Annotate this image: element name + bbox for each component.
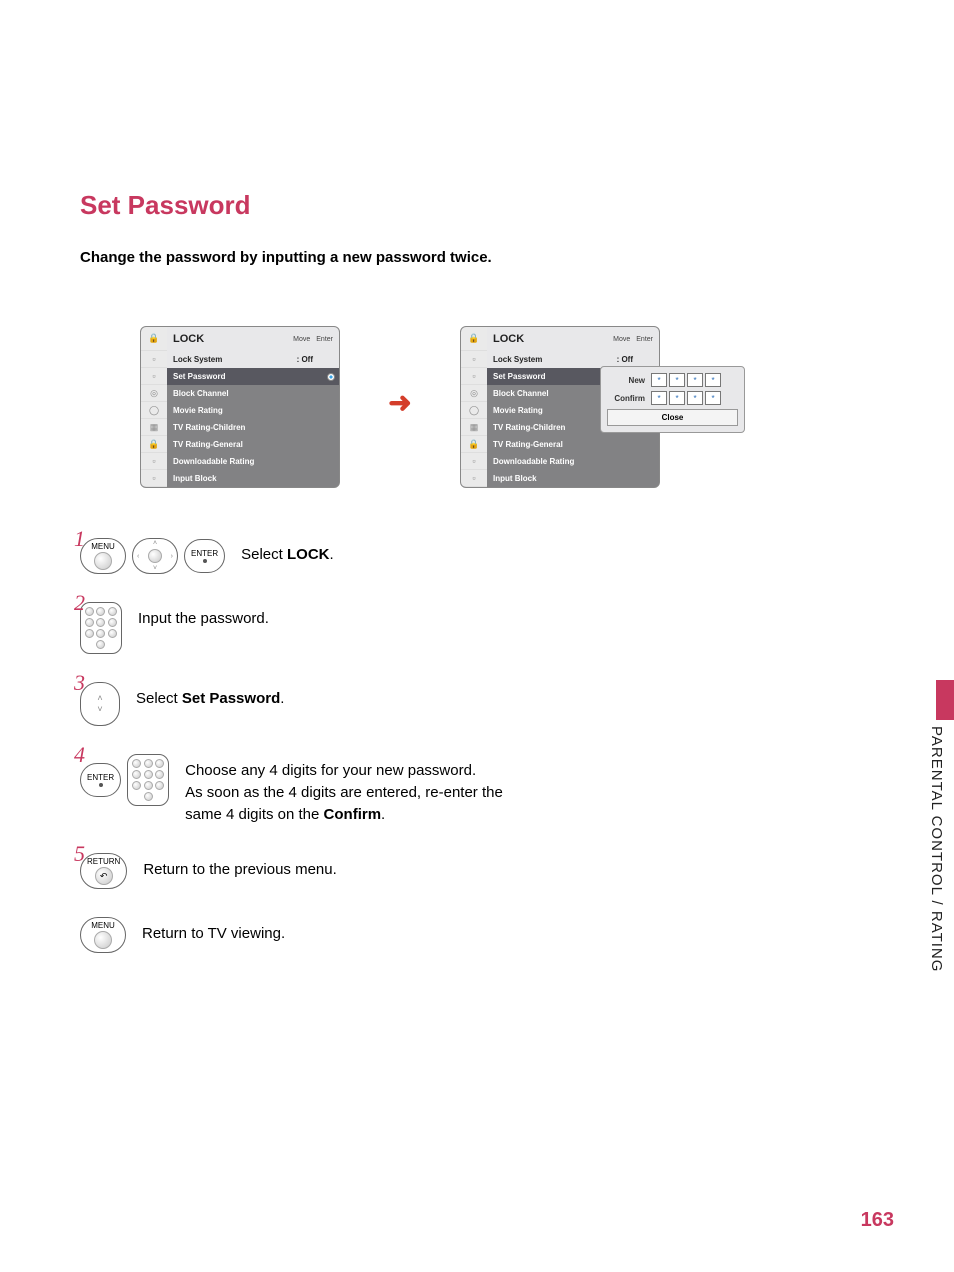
menu-item-block-channel[interactable]: Block Channel (167, 385, 339, 402)
sidebar-icon: ◎ (141, 385, 167, 402)
popup-close-button[interactable]: Close (607, 409, 738, 426)
step-text: Select Set Password. (136, 682, 284, 710)
transition-arrow-icon: ➜ (340, 326, 460, 419)
step-text: Input the password. (138, 602, 269, 630)
step-text: Return to TV viewing. (142, 917, 285, 945)
step-number: 4 (74, 742, 85, 768)
sidebar-icon: 🔒 (461, 436, 487, 453)
step-3: 3 ˄ ˅ Select Set Password. (80, 682, 880, 726)
panel-header: LOCK Move Enter (167, 327, 339, 351)
sidebar-icon: 🔒 (141, 436, 167, 453)
panel-header: LOCK Move Enter (487, 327, 659, 351)
pw-digit: * (669, 391, 685, 405)
step-number: 5 (74, 841, 85, 867)
section-tab: PARENTAL CONTROL / RATING (928, 680, 954, 1040)
pw-digit: * (687, 373, 703, 387)
step-4: 4 ENTER Choose any 4 digits for your new… (80, 754, 880, 825)
sidebar-icon: ▫ (141, 470, 167, 487)
section-label: PARENTAL CONTROL / RATING (928, 726, 945, 972)
pw-digit: * (705, 373, 721, 387)
step-text: Choose any 4 digits for your new passwor… (185, 754, 525, 825)
instruction-steps: 1 MENU ˄ ˅ ‹ › ENTER Sel (80, 538, 880, 953)
step-number: 2 (74, 590, 85, 616)
menu-button-icon: MENU (80, 917, 126, 953)
sidebar-icon: ▦ (141, 419, 167, 436)
pw-digit: * (651, 391, 667, 405)
updown-button-icon: ˄ ˅ (80, 682, 120, 726)
hint-enter: Enter (316, 336, 333, 343)
enter-button-icon: ENTER (80, 763, 121, 797)
number-keypad-icon (80, 602, 122, 654)
sidebar-icon: ◎ (461, 385, 487, 402)
sidebar-icon: ▫ (461, 470, 487, 487)
page-title: Set Password (80, 190, 880, 221)
step-2: 2 Input the password. (80, 602, 880, 654)
sidebar-icon: ▫ (141, 453, 167, 470)
new-password-input[interactable]: * * * * (651, 373, 721, 387)
hint-move: Move (293, 336, 310, 343)
step-number: 1 (74, 526, 85, 552)
menu-item-set-password[interactable]: Set Password (167, 368, 339, 385)
sidebar-icon: ◯ (141, 402, 167, 419)
menu-item-input-block[interactable]: Input Block (487, 470, 659, 487)
sidebar-icon: ▫ (141, 368, 167, 385)
sidebar-icon: ▫ (461, 351, 487, 368)
password-popup: New * * * * Confirm * * * * (600, 366, 745, 433)
screenshot-row: 🔒 ▫ ▫ ◎ ◯ ▦ 🔒 ▫ ▫ LOCK Move Enter (140, 326, 880, 488)
sidebar-icon: ▫ (141, 351, 167, 368)
hint-enter: Enter (636, 336, 653, 343)
number-keypad-icon (127, 754, 169, 806)
pw-digit: * (687, 391, 703, 405)
menu-item-tv-rating-general[interactable]: TV Rating-General (487, 436, 659, 453)
page-content: Set Password Change the password by inpu… (80, 190, 880, 981)
confirm-password-input[interactable]: * * * * (651, 391, 721, 405)
menu-panel-after: 🔒 ▫ ▫ ◎ ◯ ▦ 🔒 ▫ ▫ LOCK Move Enter (460, 326, 660, 488)
step-number: 3 (74, 670, 85, 696)
menu-item-lock-system[interactable]: Lock System : Off (167, 351, 339, 368)
lock-category-icon: 🔒 (461, 327, 487, 351)
popup-confirm-label: Confirm (607, 394, 645, 403)
menu-item-movie-rating[interactable]: Movie Rating (167, 402, 339, 419)
menu-panel-before: 🔒 ▫ ▫ ◎ ◯ ▦ 🔒 ▫ ▫ LOCK Move Enter (140, 326, 340, 488)
step-text: Return to the previous menu. (143, 853, 336, 881)
pw-digit: * (669, 373, 685, 387)
pw-digit: * (651, 373, 667, 387)
popup-new-label: New (607, 376, 645, 385)
selection-indicator-icon (327, 373, 335, 381)
hint-move: Move (613, 336, 630, 343)
step-menu-return: MENU Return to TV viewing. (80, 917, 880, 953)
menu-item-tv-rating-general[interactable]: TV Rating-General (167, 436, 339, 453)
menu-item-tv-rating-children[interactable]: TV Rating-Children (167, 419, 339, 436)
section-marker (936, 680, 954, 720)
menu-button-icon: MENU (80, 538, 126, 574)
step-1: 1 MENU ˄ ˅ ‹ › ENTER Sel (80, 538, 880, 574)
pw-digit: * (705, 391, 721, 405)
return-button-icon: RETURN ↶ (80, 853, 127, 889)
enter-button-icon: ENTER (184, 539, 225, 573)
menu-item-downloadable-rating[interactable]: Downloadable Rating (487, 453, 659, 470)
step-text: Select LOCK. (241, 538, 334, 566)
lock-category-icon: 🔒 (141, 327, 167, 351)
page-subtitle: Change the password by inputting a new p… (80, 249, 880, 266)
step-5: 5 RETURN ↶ Return to the previous menu. (80, 853, 880, 889)
page-number: 163 (861, 1209, 894, 1232)
sidebar-icon: ◯ (461, 402, 487, 419)
sidebar-icon: ▫ (461, 453, 487, 470)
sidebar-icon: ▦ (461, 419, 487, 436)
dpad-icon: ˄ ˅ ‹ › (132, 538, 178, 574)
panel-title: LOCK (173, 333, 204, 345)
sidebar-icon: ▫ (461, 368, 487, 385)
panel-title: LOCK (493, 333, 524, 345)
menu-item-input-block[interactable]: Input Block (167, 470, 339, 487)
menu-item-downloadable-rating[interactable]: Downloadable Rating (167, 453, 339, 470)
